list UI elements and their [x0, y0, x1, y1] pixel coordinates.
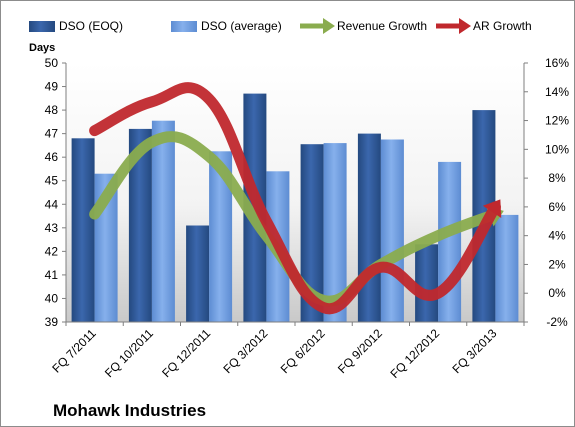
x-tick-label-0: FQ 7/2011 — [49, 326, 99, 376]
left-tick-label-1: 40 — [45, 291, 59, 305]
left-tick-label-5: 44 — [45, 197, 59, 211]
left-tick-label-10: 49 — [45, 80, 59, 94]
legend-swatch-dso-eoq — [29, 21, 55, 32]
x-tick-label-7: FQ 3/2013 — [450, 326, 500, 376]
legend-swatch-dso-average — [171, 21, 197, 32]
bar-dso-average-2 — [209, 151, 233, 322]
left-tick-label-0: 39 — [45, 315, 59, 329]
legend-label-ar-growth: AR Growth — [473, 19, 532, 33]
legend-arrow-revenue-growth — [323, 18, 335, 34]
legend-item-dso-eoq: DSO (EOQ) — [29, 19, 123, 33]
left-tick-label-7: 46 — [45, 150, 59, 164]
bar-dso-average-6 — [438, 161, 462, 322]
x-tick-label-3: FQ 3/2012 — [221, 326, 271, 376]
right-tick-label-7: 12% — [545, 114, 569, 128]
x-tick-label-5: FQ 9/2012 — [335, 326, 385, 376]
right-tick-label-1: 0% — [548, 286, 566, 300]
legend: DSO (EOQ) DSO (average) Revenue Growth AR G… — [29, 18, 532, 34]
legend-item-ar-growth: AR Growth — [436, 18, 532, 34]
legend-item-dso-average: DSO (average) — [171, 19, 282, 33]
left-tick-label-6: 45 — [45, 174, 59, 188]
bar-dso-eoq-1 — [128, 128, 152, 322]
right-tick-label-0: -2% — [546, 315, 568, 329]
left-tick-label-8: 47 — [45, 127, 59, 141]
bar-dso-eoq-5 — [357, 133, 381, 322]
right-tick-label-6: 10% — [545, 142, 569, 156]
left-tick-label-2: 41 — [45, 268, 59, 282]
legend-label-dso-eoq: DSO (EOQ) — [59, 19, 123, 33]
bar-dso-average-4 — [323, 143, 347, 322]
right-tick-label-9: 16% — [545, 56, 569, 70]
left-tick-label-11: 50 — [45, 56, 59, 70]
ar-growth-line — [89, 82, 501, 315]
legend-label-revenue-growth: Revenue Growth — [337, 19, 427, 33]
bar-dso-eoq-0 — [71, 138, 95, 322]
right-tick-label-3: 4% — [548, 229, 566, 243]
ar-growth-series — [89, 82, 502, 315]
chart-title: Mohawk Industries — [53, 401, 206, 420]
ar-growth-arrowhead — [482, 199, 502, 218]
right-tick-label-8: 14% — [545, 85, 569, 99]
x-tick-label-2: FQ 12/2011 — [159, 326, 213, 380]
x-tick-label-6: FQ 12/2012 — [388, 326, 443, 381]
right-tick-label-2: 2% — [548, 257, 566, 271]
left-tick-label-3: 42 — [45, 244, 59, 258]
bar-dso-average-5 — [380, 139, 404, 322]
bar-dso-average-1 — [151, 120, 175, 322]
x-tick-label-4: FQ 6/2012 — [278, 326, 328, 376]
right-tick-label-4: 6% — [548, 200, 566, 214]
x-tick-label-1: FQ 10/2011 — [102, 326, 156, 380]
legend-label-dso-average: DSO (average) — [201, 19, 282, 33]
right-tick-label-5: 8% — [548, 171, 566, 185]
bar-dso-eoq-6 — [415, 244, 439, 322]
legend-item-revenue-growth: Revenue Growth — [300, 18, 427, 34]
bar-dso-average-7 — [495, 214, 519, 322]
bar-dso-eoq-4 — [300, 144, 324, 322]
y-axis-label: Days — [29, 42, 55, 54]
left-tick-label-9: 48 — [45, 103, 59, 117]
legend-arrow-ar-growth — [459, 18, 471, 34]
bar-dso-eoq-2 — [186, 225, 210, 322]
left-tick-label-4: 43 — [45, 221, 59, 235]
